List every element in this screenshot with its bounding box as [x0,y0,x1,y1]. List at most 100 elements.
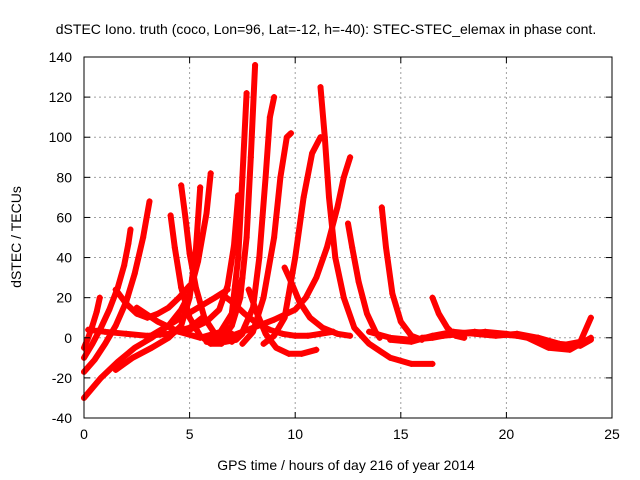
data-point [271,316,278,323]
data-point [121,262,128,269]
y-tick-label: 80 [56,169,72,185]
data-point [148,344,155,351]
data-point [245,286,252,293]
y-tick-label: 60 [56,209,72,225]
data-point [292,254,299,261]
data-point [347,332,354,339]
y-tick-label: 40 [56,250,72,266]
y-tick-label: 140 [49,49,73,65]
data-point [256,254,263,261]
series-line [81,226,134,361]
data-point [140,234,147,241]
data-point [349,244,356,251]
data-point [176,294,183,301]
data-point [461,330,468,337]
data-point [260,294,267,301]
data-point [323,244,330,251]
data-point [123,330,130,337]
series-17 [207,154,354,345]
series-line [218,290,337,339]
data-point [178,182,185,189]
data-point [131,344,138,351]
data-point [587,334,594,341]
data-point [435,310,442,317]
data-point [186,250,193,257]
data-point [503,330,510,337]
data-point [319,324,326,331]
series-line [378,204,425,343]
data-point [285,350,292,357]
data-point [287,278,294,285]
data-point [271,94,278,101]
data-point [283,134,290,141]
data-point [387,354,394,361]
data-point [355,278,362,285]
data-point [408,338,415,345]
data-point [317,330,324,337]
data-point [114,358,121,365]
data-point [332,254,339,261]
data-point [266,326,273,333]
data-point [112,366,119,373]
data-point [313,346,320,353]
data-point [195,304,202,311]
data-point [262,174,269,181]
data-point [277,174,284,181]
data-point [325,194,332,201]
data-point [186,326,193,333]
data-point [207,170,214,177]
data-point [207,338,214,345]
data-point [224,282,231,289]
data-point [129,354,136,361]
data-point [266,114,273,121]
data-point [313,274,320,281]
data-point [97,374,104,381]
data-point [254,320,261,327]
series-21 [218,290,337,339]
data-point [351,324,358,331]
data-point [85,326,92,333]
data-point [260,340,267,347]
data-point [482,328,489,335]
data-point [321,134,328,141]
series-12 [203,90,250,345]
data-point [364,310,371,317]
data-point [112,286,119,293]
data-point [235,254,242,261]
data-point [228,298,235,305]
data-point [102,328,109,335]
series-line [144,286,231,341]
data-point [247,154,254,161]
data-point [182,214,189,221]
data-point [154,318,161,325]
data-point [397,318,404,325]
chart-title: dSTEC Iono. truth (coco, Lon=96, Lat=-12… [56,21,596,37]
data-point [165,330,172,337]
data-point [178,314,185,321]
y-axis-label: dSTEC / TECUs [8,186,24,288]
data-point [309,150,316,157]
data-point [296,298,303,305]
series-18 [317,84,436,367]
data-point [444,324,451,331]
data-point [330,328,337,335]
data-point [192,246,199,253]
series-19 [281,264,354,339]
data-point [587,314,594,321]
series-layer [81,62,594,401]
data-point [197,334,204,341]
series-20 [245,286,320,357]
data-point [165,304,172,311]
data-point [237,294,244,301]
data-point [133,304,140,311]
data-point [106,306,113,313]
data-point [418,334,425,341]
data-point [218,290,225,297]
y-ticks: -40 -20 0 20 40 60 80 100 120 140 [49,49,612,426]
x-ticks: 0 5 10 15 20 25 [80,57,620,442]
data-point [292,306,299,313]
y-tick-label: 100 [49,129,73,145]
data-point [243,234,250,241]
series-16 [260,134,324,347]
